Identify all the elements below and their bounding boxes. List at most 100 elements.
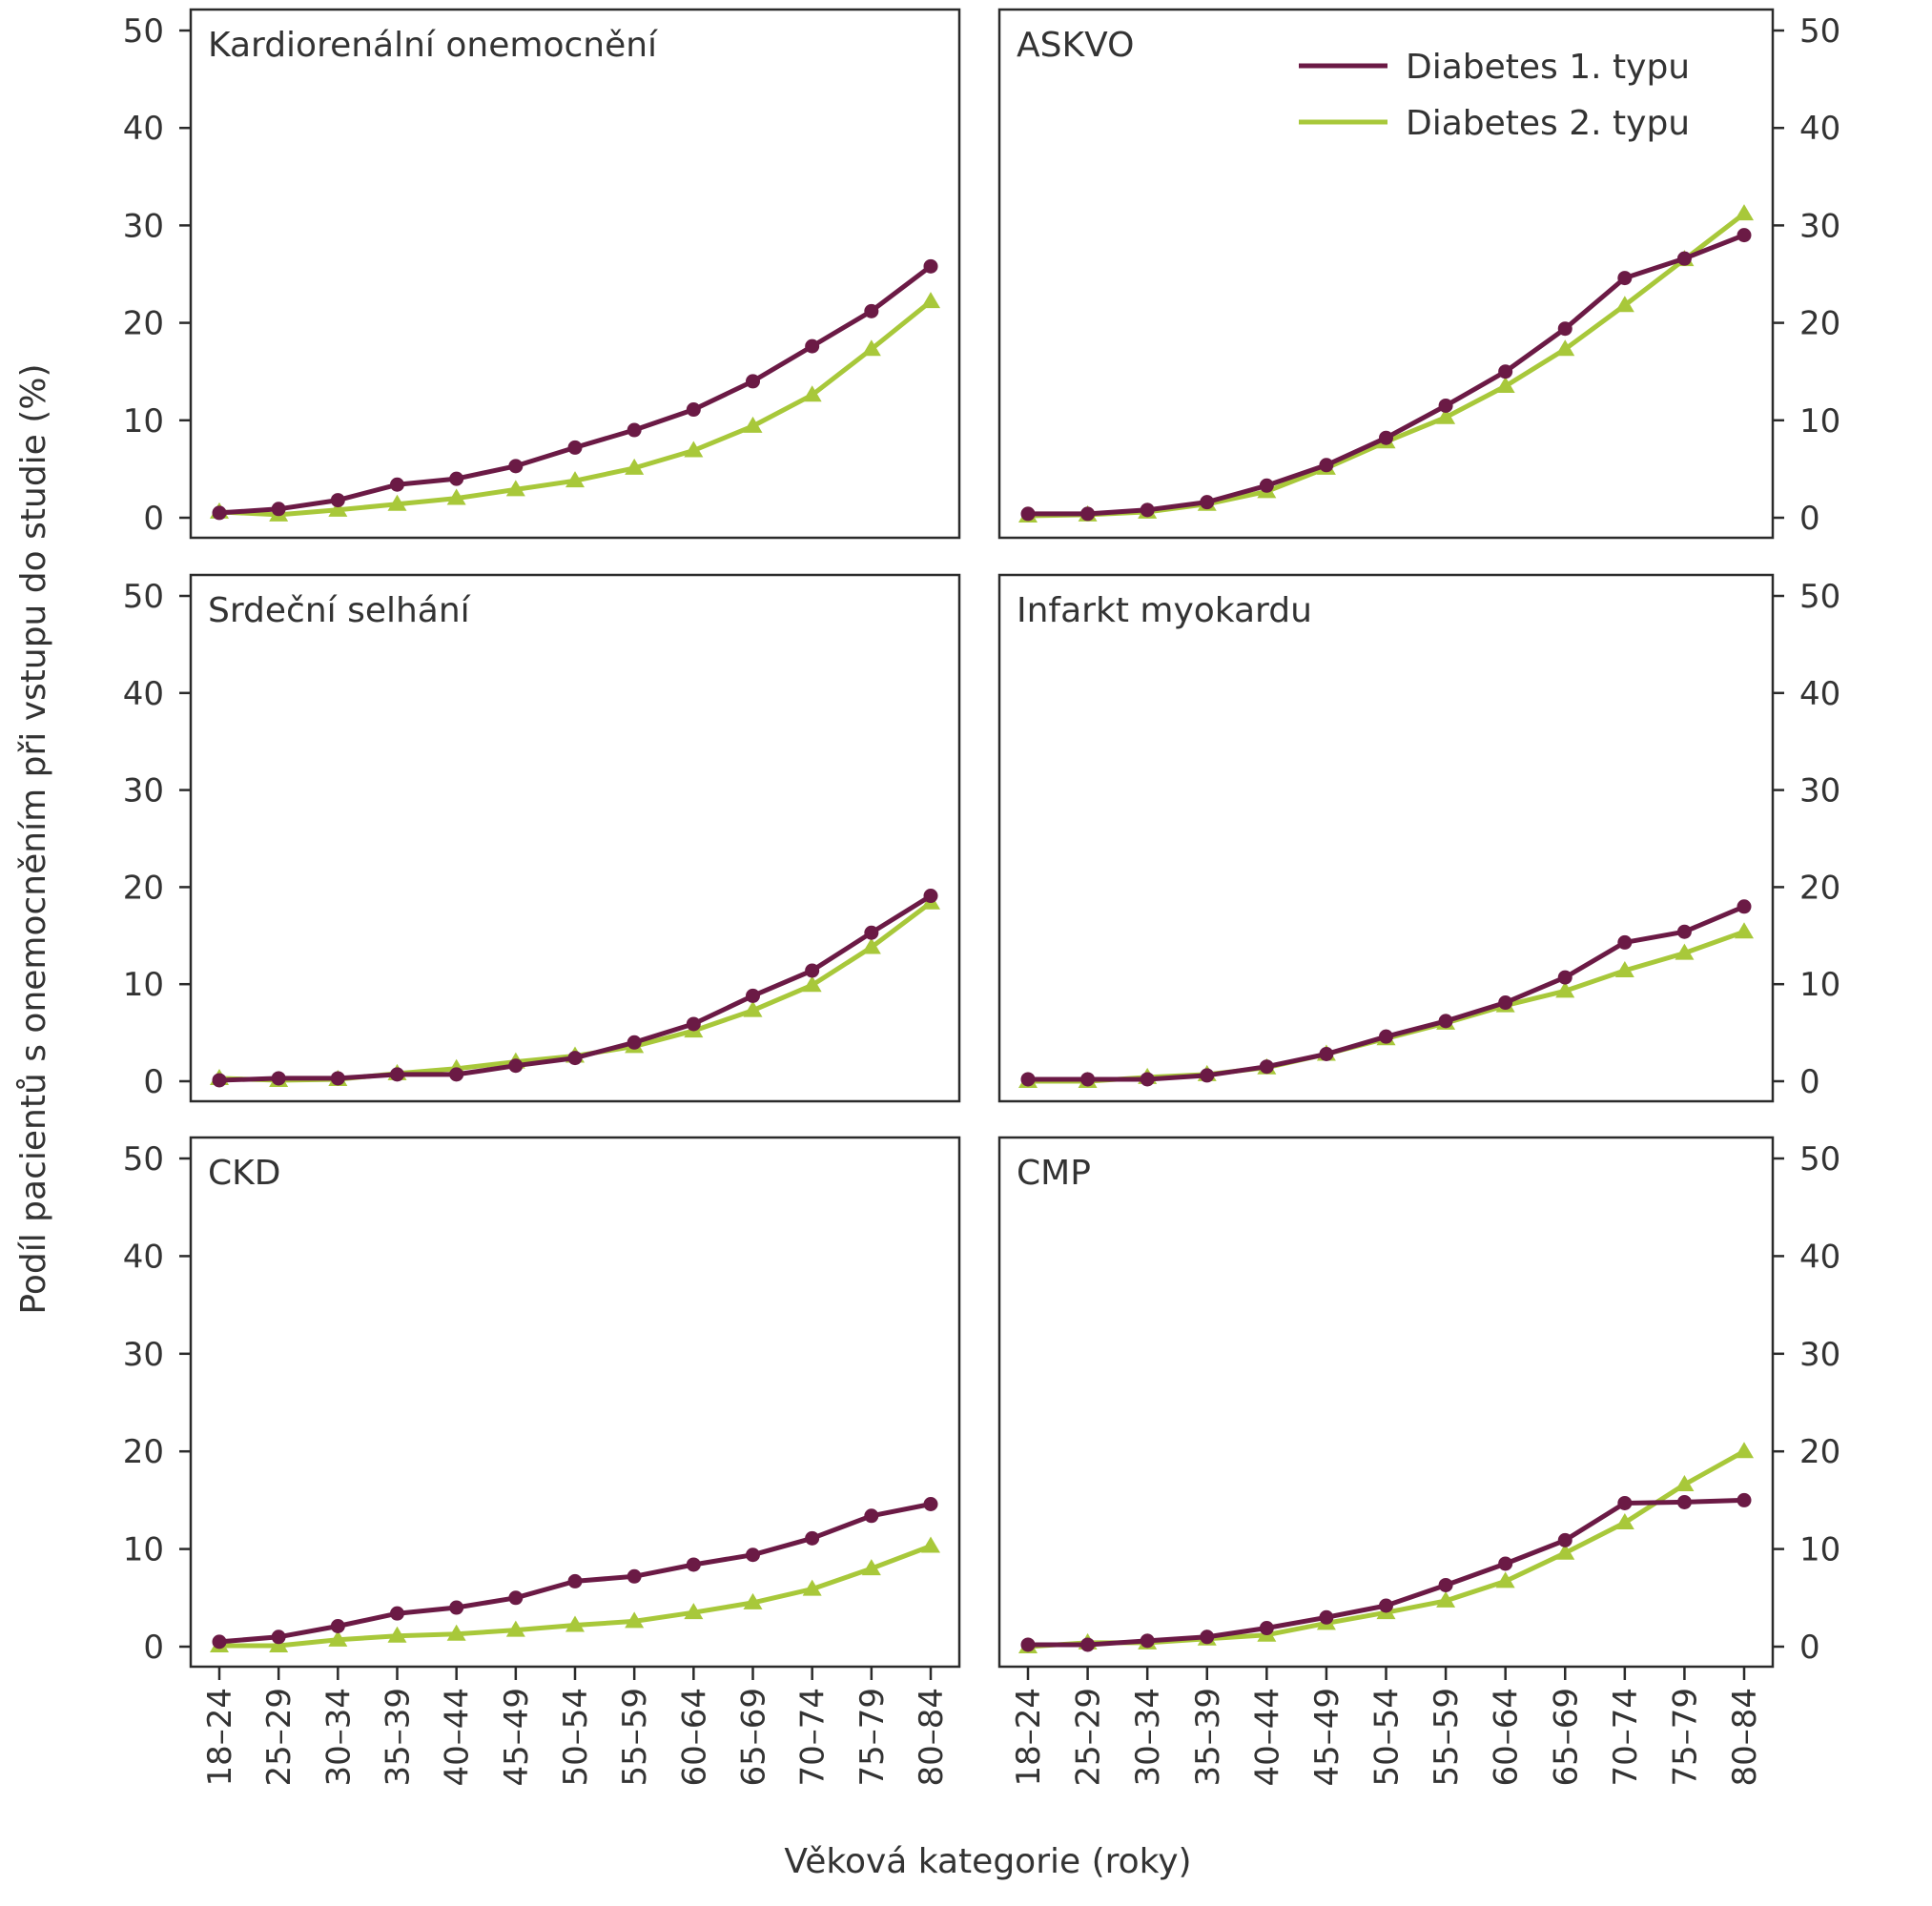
legend: Diabetes 1. typu Diabetes 2. typu xyxy=(1299,48,1690,143)
data-point xyxy=(1557,1532,1572,1547)
data-point xyxy=(1617,1495,1633,1510)
data-point xyxy=(802,975,822,993)
x-tick-label: 25–29 xyxy=(1070,1688,1108,1787)
data-point xyxy=(625,458,645,475)
data-point xyxy=(1495,1571,1515,1588)
y-tick-label: 50 xyxy=(123,1140,164,1178)
data-point xyxy=(743,1000,763,1017)
data-point xyxy=(449,471,464,486)
y-tick-label: 0 xyxy=(143,500,164,538)
data-point xyxy=(627,1568,642,1584)
panel-ckd: 0 10 20 30 40 50 18–24 25–29 30–34 35–39 40–44 45–4… xyxy=(123,1136,961,1787)
panel-cmp: 0 10 20 30 40 50 18–24 25–29 30–34 35–39 40–44 45–4… xyxy=(997,1136,1840,1787)
data-point xyxy=(923,889,938,904)
data-point xyxy=(1614,1512,1634,1529)
data-point xyxy=(508,459,524,474)
data-point xyxy=(805,1530,820,1546)
data-point xyxy=(212,1634,227,1650)
y-tick-label: 50 xyxy=(123,578,164,616)
x-tick-label: 25–29 xyxy=(260,1688,298,1787)
data-point xyxy=(565,471,585,488)
data-point xyxy=(1675,943,1695,960)
data-point xyxy=(861,937,881,954)
panel-title: Srdeční selhání xyxy=(208,591,471,630)
series-diabetes-2-typu xyxy=(1018,204,1754,523)
data-point xyxy=(1614,296,1634,313)
x-tick-label: 45–49 xyxy=(498,1688,536,1787)
y-tick-label: 40 xyxy=(123,675,164,713)
y-tick-label: 10 xyxy=(123,402,164,441)
x-tick-label: 55–59 xyxy=(616,1688,654,1787)
data-point xyxy=(567,440,583,455)
panel-kardiorenalni-onemocneni: 0 10 20 30 40 50 Kardiorenální onemocnění xyxy=(123,8,961,540)
data-point xyxy=(1676,251,1692,266)
y-tick-label: 50 xyxy=(123,12,164,51)
data-point xyxy=(1080,1637,1096,1652)
series-line xyxy=(1028,904,1745,1082)
panel-frame xyxy=(997,8,1775,540)
series-diabetes-1-typu xyxy=(212,889,938,1088)
data-point xyxy=(330,1071,345,1086)
data-point xyxy=(508,1590,524,1606)
x-tick-label: 60–64 xyxy=(675,1688,713,1787)
data-point xyxy=(567,1051,583,1066)
data-point xyxy=(1617,271,1633,286)
data-point xyxy=(390,1606,404,1621)
data-point xyxy=(1200,495,1215,510)
data-point xyxy=(802,1579,822,1596)
data-point xyxy=(1555,339,1575,357)
y-tick-label: 40 xyxy=(1799,1238,1840,1276)
data-point xyxy=(328,500,348,517)
data-point xyxy=(805,963,820,978)
data-point xyxy=(271,1629,286,1645)
data-point xyxy=(1020,1072,1036,1087)
data-point xyxy=(1438,1014,1453,1029)
data-point xyxy=(686,1557,701,1572)
y-tick-label: 10 xyxy=(123,1531,164,1569)
y-tick-label: 20 xyxy=(123,305,164,343)
x-tick-label: 40–44 xyxy=(439,1688,477,1787)
y-tick-label: 50 xyxy=(1799,12,1840,51)
data-point xyxy=(746,988,760,1003)
series-diabetes-1-typu xyxy=(1020,1492,1752,1652)
x-tick-label: 65–69 xyxy=(1547,1688,1585,1787)
data-point xyxy=(1379,1029,1393,1044)
x-tick-label: 35–39 xyxy=(380,1688,418,1787)
data-point xyxy=(1379,1598,1393,1613)
data-point xyxy=(1735,1442,1754,1459)
data-point xyxy=(861,339,881,357)
data-point xyxy=(1020,506,1036,522)
data-point xyxy=(1436,407,1456,424)
y-tick-label: 20 xyxy=(123,1433,164,1471)
data-point xyxy=(1737,228,1752,243)
data-point xyxy=(390,1067,404,1082)
data-point xyxy=(1498,995,1513,1011)
data-point xyxy=(505,1620,525,1637)
data-point xyxy=(269,1635,289,1652)
data-point xyxy=(684,441,704,458)
panel-srdecni-selhani: 0 10 20 30 40 50 Srdeční selhání xyxy=(123,573,961,1103)
data-point xyxy=(1200,1068,1215,1083)
y-tick-label: 20 xyxy=(1799,1433,1840,1471)
series-diabetes-2-typu xyxy=(210,1536,940,1652)
series-diabetes-2-typu xyxy=(1018,922,1754,1088)
x-tick-label: 75–79 xyxy=(1666,1688,1704,1787)
x-tick-label: 35–39 xyxy=(1189,1688,1227,1787)
y-tick-label: 40 xyxy=(1799,110,1840,148)
data-point xyxy=(1319,1609,1334,1625)
x-tick-label: 60–64 xyxy=(1488,1688,1526,1787)
data-point xyxy=(212,1073,227,1088)
data-point xyxy=(387,494,407,511)
y-tick-label: 30 xyxy=(1799,772,1840,810)
series-line xyxy=(1028,233,1745,517)
y-tick-label: 0 xyxy=(143,1629,164,1667)
x-tick-label: 70–74 xyxy=(1607,1688,1645,1787)
data-point xyxy=(505,480,525,497)
x-tick-label: 40–44 xyxy=(1248,1688,1286,1787)
data-point xyxy=(627,1035,642,1050)
panel-title: CMP xyxy=(1017,1154,1091,1193)
legend-item: Diabetes 1. typu xyxy=(1299,48,1690,87)
data-point xyxy=(1438,398,1453,413)
x-tick-label: 65–69 xyxy=(735,1688,773,1787)
